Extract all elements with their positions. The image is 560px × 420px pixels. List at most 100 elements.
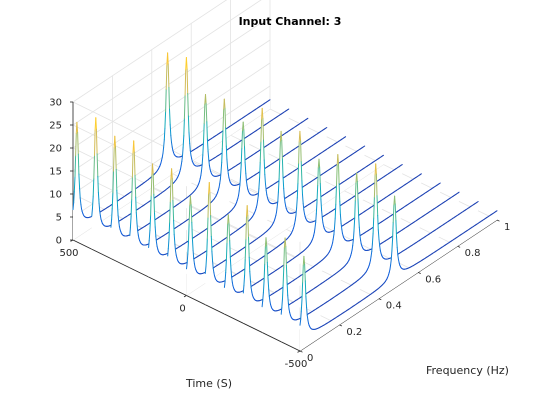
trace-segment [264, 246, 266, 265]
trace-segment [332, 238, 334, 244]
trace-segment [183, 94, 186, 120]
trace-segment [187, 93, 189, 117]
x-tick-label: 0.2 [346, 327, 362, 338]
trace-segment [263, 139, 265, 161]
trace-segment [98, 203, 101, 212]
trace-fill [262, 173, 460, 333]
trace-segment [92, 195, 94, 209]
trace-segment [205, 254, 208, 267]
trace-segment [174, 243, 176, 252]
trace-segment [313, 227, 316, 233]
trace-segment [193, 257, 195, 265]
trace-segment [201, 154, 204, 165]
trace-segment [316, 185, 319, 203]
trace-segment [229, 256, 232, 270]
trace-segment [169, 124, 172, 136]
trace-segment [300, 310, 302, 320]
trace-segment [239, 176, 241, 186]
trace-segment [394, 195, 396, 205]
trace-segment [301, 180, 303, 195]
trace-segment [167, 248, 169, 257]
trace-segment [231, 276, 233, 283]
trace-segment [257, 187, 260, 197]
trace-segment [283, 247, 285, 268]
trace-segment [285, 246, 287, 266]
trace-segment [152, 173, 155, 195]
trace-segment [133, 151, 136, 176]
trace-segment [189, 142, 191, 152]
trace-segment [95, 128, 98, 155]
trace-segment [298, 141, 300, 164]
trace-segment [392, 204, 395, 223]
trace-segment [282, 284, 284, 300]
trace-segment [269, 301, 272, 306]
z-tick-label: 5 [56, 213, 62, 224]
trace-segment [73, 191, 75, 203]
trace-segment [335, 184, 337, 205]
y-tick-mark [297, 350, 301, 353]
trace-segment [189, 150, 192, 156]
trace-segment [184, 69, 187, 96]
trace-segment [358, 214, 360, 228]
trace-segment [150, 174, 153, 197]
trace-segment [338, 163, 340, 184]
trace-segment [318, 158, 321, 168]
trace-segment [74, 155, 77, 178]
trace-segment [136, 222, 139, 231]
trace-segment [358, 226, 361, 236]
trace-segment [168, 86, 170, 110]
trace-segment [192, 250, 195, 259]
trace-segment [276, 200, 279, 209]
trace-segment [357, 198, 360, 216]
trace-segment [204, 265, 207, 274]
trace-segment [190, 155, 193, 160]
trace-segment [97, 192, 100, 205]
trace-segment [261, 300, 264, 308]
x-tick-mark [457, 245, 461, 248]
trace-segment [129, 227, 131, 237]
trace-segment [133, 140, 135, 153]
trace-segment [287, 302, 290, 310]
trace-segment [224, 107, 227, 129]
trace-segment [296, 197, 298, 209]
trace-segment [279, 140, 281, 162]
trace-segment [219, 178, 221, 185]
trace-segment [188, 205, 191, 225]
trace-segment [314, 221, 317, 229]
trace-segment [229, 240, 231, 258]
trace-segment [169, 108, 171, 126]
trace-segment [353, 217, 356, 232]
trace-segment [338, 182, 341, 203]
trace-segment [162, 147, 165, 154]
trace-segment [245, 172, 247, 182]
x-tick-mark [339, 324, 343, 327]
trace-segment [375, 173, 378, 197]
trace-segment [332, 234, 335, 240]
trace-segment [304, 280, 307, 297]
z-tick-label: 10 [49, 190, 62, 201]
trace-segment [306, 307, 308, 316]
trace-segment [264, 173, 266, 185]
trace-segment [321, 209, 323, 219]
trace-segment [95, 117, 97, 130]
trace-segment [227, 214, 230, 224]
trace-segment [113, 147, 115, 172]
trace-segment [111, 208, 113, 221]
trace-segment [212, 261, 214, 269]
trace-segment [281, 158, 284, 177]
trace-segment [260, 118, 263, 143]
trace-segment [91, 207, 93, 217]
trace-segment [354, 200, 356, 219]
trace-segment [205, 102, 208, 123]
trace-segment [322, 222, 325, 227]
trace-segment [164, 111, 167, 129]
trace-segment [167, 63, 170, 88]
trace-segment [76, 121, 79, 133]
trace-segment [116, 189, 118, 206]
trace-segment [238, 190, 240, 196]
trace-segment [244, 146, 246, 163]
x-tick-label: 0.6 [425, 274, 441, 285]
trace-segment [376, 195, 379, 216]
trace-segment [171, 168, 173, 180]
